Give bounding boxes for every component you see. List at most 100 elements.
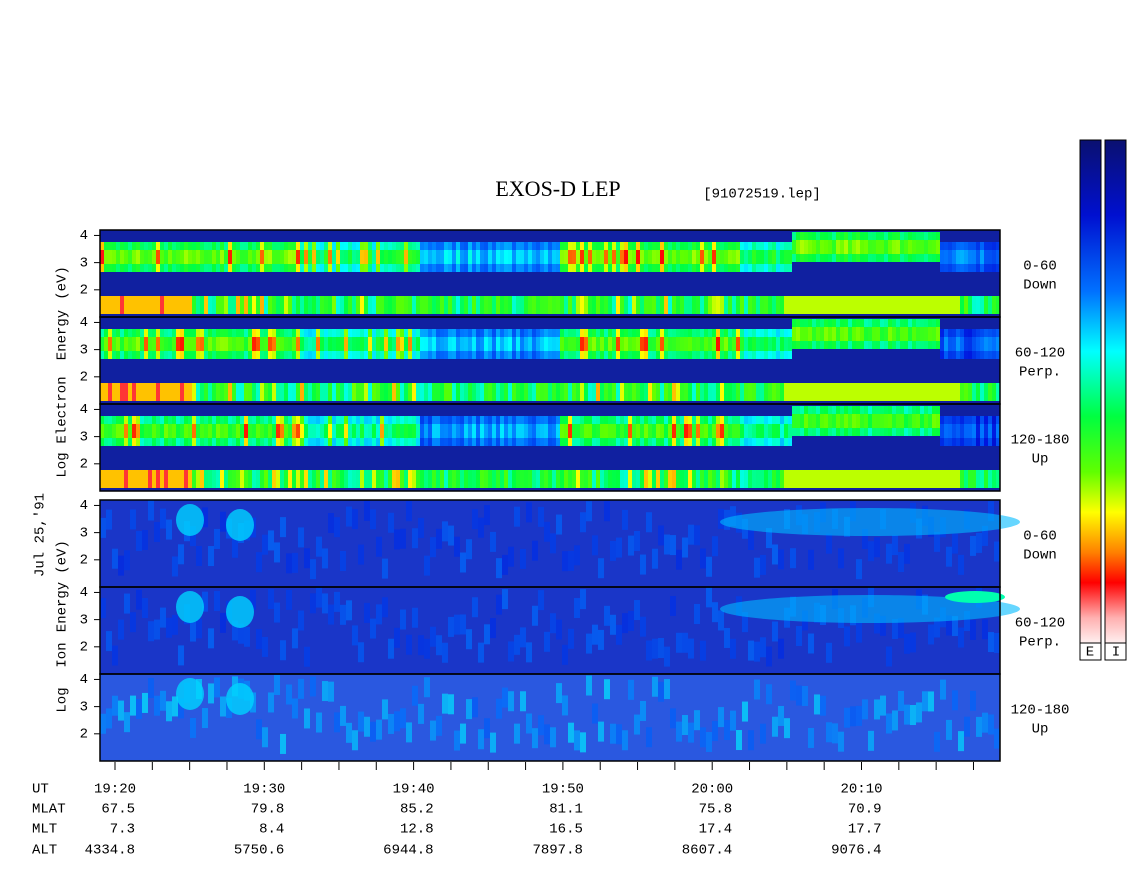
spectrogram-cell — [680, 250, 684, 264]
spectrogram-cell — [876, 296, 880, 314]
spectrogram-cell — [864, 414, 868, 428]
spectrogram-cell — [752, 296, 756, 314]
spectrogram-cell — [624, 383, 628, 401]
spectrogram-cell — [220, 383, 224, 401]
y-tick-label: 4 — [80, 672, 88, 688]
spectrogram-cell — [514, 723, 520, 744]
spectrogram-cell — [624, 470, 628, 488]
spectrogram-cell — [244, 250, 248, 264]
spectrogram-cell — [976, 383, 980, 401]
spectrogram-cell — [204, 383, 208, 401]
spectrogram-cell — [496, 470, 500, 488]
spectrogram-cell — [720, 296, 724, 314]
spectrogram-cell — [192, 296, 196, 314]
spectrogram-cell — [442, 521, 448, 542]
spectrogram-cell — [424, 383, 428, 401]
spectrogram-cell — [440, 296, 444, 314]
spectrogram-cell — [400, 424, 404, 438]
spectrogram-cell — [268, 337, 272, 351]
spectrogram-cell — [924, 327, 928, 341]
spectrogram-cell — [412, 250, 416, 264]
spectrogram-cell — [652, 638, 658, 659]
spectrogram-cell — [144, 424, 148, 438]
spectrogram-cell — [656, 470, 660, 488]
spectrogram-cell — [780, 424, 784, 438]
spectrogram-cell — [120, 470, 124, 488]
spectrogram-cell — [516, 424, 520, 438]
spectrogram-cell — [672, 424, 676, 438]
spectrogram-cell — [420, 337, 424, 351]
spectrogram-cell — [328, 512, 334, 533]
spectrogram-cell — [928, 691, 934, 712]
panel-direction: Up — [1032, 722, 1049, 738]
spectrogram-cell — [112, 337, 116, 351]
spectrogram-cell — [788, 250, 792, 264]
spectrogram-cell — [424, 424, 428, 438]
spectrogram-cell — [268, 383, 272, 401]
spectrogram-cell — [356, 470, 360, 488]
spectrogram-cell — [388, 424, 392, 438]
spectrogram-cell — [124, 712, 130, 733]
spectrogram-cell — [660, 296, 664, 314]
spectrogram-cell — [292, 296, 296, 314]
spectrogram-cell — [308, 337, 312, 351]
spectrogram-cell — [538, 506, 544, 527]
spectrogram-cell — [212, 383, 216, 401]
spectrogram-cell — [780, 337, 784, 351]
spectrogram-cell — [184, 383, 188, 401]
spectrogram-cell — [480, 470, 484, 488]
spectrogram-cell — [932, 414, 936, 428]
spectrogram-cell — [928, 383, 932, 401]
spectrogram-cell — [472, 383, 476, 401]
spectrogram-cell — [628, 535, 634, 556]
spectrogram-cell — [468, 424, 472, 438]
spectrogram-cell — [256, 719, 262, 740]
spectrogram-cell — [984, 383, 988, 401]
spectrogram-cell — [568, 424, 572, 438]
spectrogram-cell — [860, 240, 864, 254]
spectrogram-cell — [844, 327, 848, 341]
spectrogram-cell — [188, 470, 192, 488]
spectrogram-cell — [568, 296, 572, 314]
panel-direction: Down — [1023, 548, 1057, 564]
spectrogram-cell — [556, 337, 560, 351]
spectrogram-cell — [120, 383, 124, 401]
spectrogram-cell — [500, 337, 504, 351]
spectrogram-cell — [872, 470, 876, 488]
spectrogram-cell — [580, 296, 584, 314]
spectrogram-cell — [172, 337, 176, 351]
spectrogram-cell — [584, 296, 588, 314]
spectrogram-cell — [592, 250, 596, 264]
colorbar-label-box — [1104, 642, 1127, 661]
spectrogram-cell — [574, 545, 580, 566]
spectrogram-cell — [172, 296, 176, 314]
spectrogram-cell — [692, 337, 696, 351]
spectrogram-cell — [456, 470, 460, 488]
spectrogram-cell — [456, 296, 460, 314]
spectrogram-cell — [982, 712, 988, 733]
panel-frame — [99, 403, 1001, 492]
spectrogram-cell — [456, 250, 460, 264]
spectrogram-cell — [628, 337, 632, 351]
spectrogram-cell — [256, 296, 260, 314]
spectrogram-cell — [596, 250, 600, 264]
spectrogram-cell — [212, 296, 216, 314]
spectrogram-cell — [580, 589, 586, 610]
spectrogram-cell — [328, 470, 332, 488]
spectrogram-cell — [844, 707, 850, 728]
spectrogram-cell — [636, 424, 640, 438]
spectrogram-cell — [356, 296, 360, 314]
spectrogram-cell — [260, 383, 264, 401]
spectrogram-cell — [688, 296, 692, 314]
spectrogram-cell — [384, 424, 388, 438]
spectrogram-cell — [964, 296, 968, 314]
spectrogram-cell — [524, 383, 528, 401]
spectrogram-cell — [228, 383, 232, 401]
spectrogram-cell — [262, 534, 268, 555]
spectrogram-cell — [220, 296, 224, 314]
spectrogram-cell — [756, 424, 760, 438]
spectrogram-cell — [360, 337, 364, 351]
spectrogram-cell — [404, 383, 408, 401]
spectrogram-cell — [788, 424, 792, 438]
spectrogram-cell — [838, 548, 844, 569]
